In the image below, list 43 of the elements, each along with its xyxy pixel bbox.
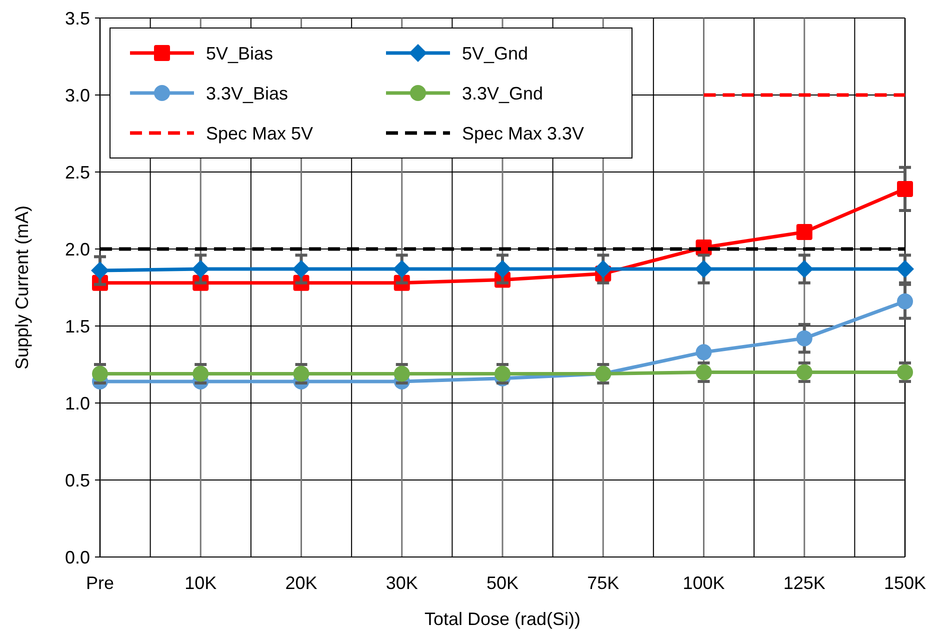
point (91, 262, 109, 280)
y-tick-label: 3.0 (64, 85, 90, 106)
point (392, 260, 411, 278)
x-axis-title: Total Dose (rad(Si)) (424, 609, 581, 629)
point (696, 364, 712, 380)
point (92, 366, 108, 382)
x-tick-label: 20K (285, 573, 318, 593)
x-tick-label: 50K (486, 573, 519, 593)
y-tick-label: 2.5 (64, 162, 90, 182)
point (796, 330, 812, 346)
y-tick-label: 1.5 (64, 316, 90, 336)
legend-label: 5V_Bias (206, 43, 274, 64)
point (696, 344, 712, 360)
point (192, 260, 210, 278)
legend-label: Spec Max 5V (206, 123, 314, 144)
y-axis-title: Supply Current (mA) (12, 205, 32, 370)
point (292, 260, 310, 278)
point (795, 260, 814, 278)
point (796, 224, 812, 240)
x-tick-label: 125K (783, 573, 826, 593)
x-tick-label: Pre (86, 573, 114, 593)
point (494, 260, 512, 278)
point (897, 364, 913, 380)
y-tick-label: 0.5 (64, 470, 90, 490)
point (897, 180, 913, 197)
y-tick-label: 0.0 (64, 547, 90, 568)
point (897, 293, 913, 310)
point (594, 260, 612, 278)
y-tick-label: 1.0 (64, 393, 90, 414)
x-tick-label: 75K (587, 573, 620, 593)
y-tick-label: 2.0 (64, 239, 90, 260)
x-tick-label: 10K (184, 573, 217, 593)
x-tick-label: 150K (884, 573, 926, 593)
point (896, 260, 914, 278)
legend-label: 3.3V_Bias (206, 83, 288, 104)
point (796, 364, 812, 380)
legend-label: Spec Max 3.3V (462, 123, 584, 144)
legend-label: 5V_Gnd (462, 43, 528, 64)
y-tick-label: 3.5 (64, 8, 90, 28)
x-tick-label: 30K (386, 573, 418, 593)
point (694, 260, 713, 278)
legend-label: 3.3V_Gnd (462, 83, 544, 104)
x-tick-label: 100K (682, 573, 725, 593)
